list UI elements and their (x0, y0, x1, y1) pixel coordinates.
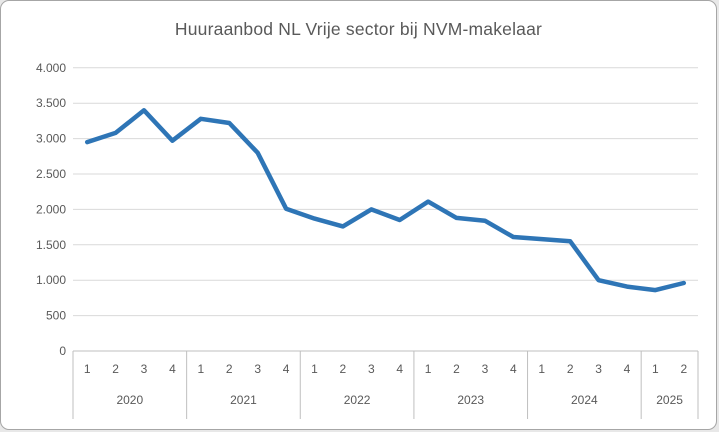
y-tick-label: 1.500 (36, 238, 66, 252)
x-quarter-label: 4 (624, 362, 631, 376)
x-quarter-label: 3 (254, 362, 261, 376)
x-year-label: 2020 (116, 393, 143, 407)
x-quarter-label: 3 (595, 362, 602, 376)
y-tick-label: 1.000 (36, 273, 66, 287)
y-tick-label: 500 (46, 309, 66, 323)
x-quarter-label: 3 (368, 362, 375, 376)
x-year-label: 2025 (656, 393, 683, 407)
y-tick-label: 4.000 (36, 61, 66, 75)
chart-title: Huuraanbod NL Vrije sector bij NVM-makel… (174, 19, 543, 39)
x-quarter-label: 2 (112, 362, 119, 376)
x-quarter-label: 4 (169, 362, 176, 376)
x-year-label: 2023 (457, 393, 484, 407)
x-quarter-label: 1 (311, 362, 318, 376)
x-quarter-label: 1 (197, 362, 204, 376)
x-quarter-label: 3 (482, 362, 489, 376)
x-year-label: 2021 (230, 393, 257, 407)
y-tick-label: 2.500 (36, 167, 66, 181)
x-quarter-label: 1 (84, 362, 91, 376)
x-quarter-label: 1 (652, 362, 659, 376)
y-tick-label: 3.500 (36, 96, 66, 110)
x-quarter-label: 4 (510, 362, 517, 376)
x-quarter-label: 4 (396, 362, 403, 376)
x-quarter-label: 4 (283, 362, 290, 376)
y-tick-label: 2.000 (36, 202, 66, 216)
y-tick-label: 0 (59, 344, 66, 358)
x-quarter-label: 1 (425, 362, 432, 376)
x-year-label: 2022 (344, 393, 371, 407)
x-quarter-label: 2 (340, 362, 347, 376)
series-line (84, 108, 687, 293)
x-year-label: 2024 (571, 393, 598, 407)
x-quarter-label: 2 (453, 362, 460, 376)
x-quarter-label: 1 (538, 362, 545, 376)
y-tick-label: 3.000 (36, 132, 66, 146)
x-quarter-label: 3 (141, 362, 148, 376)
x-quarter-label: 2 (567, 362, 574, 376)
x-quarter-label: 2 (680, 362, 687, 376)
x-quarter-label: 2 (226, 362, 233, 376)
